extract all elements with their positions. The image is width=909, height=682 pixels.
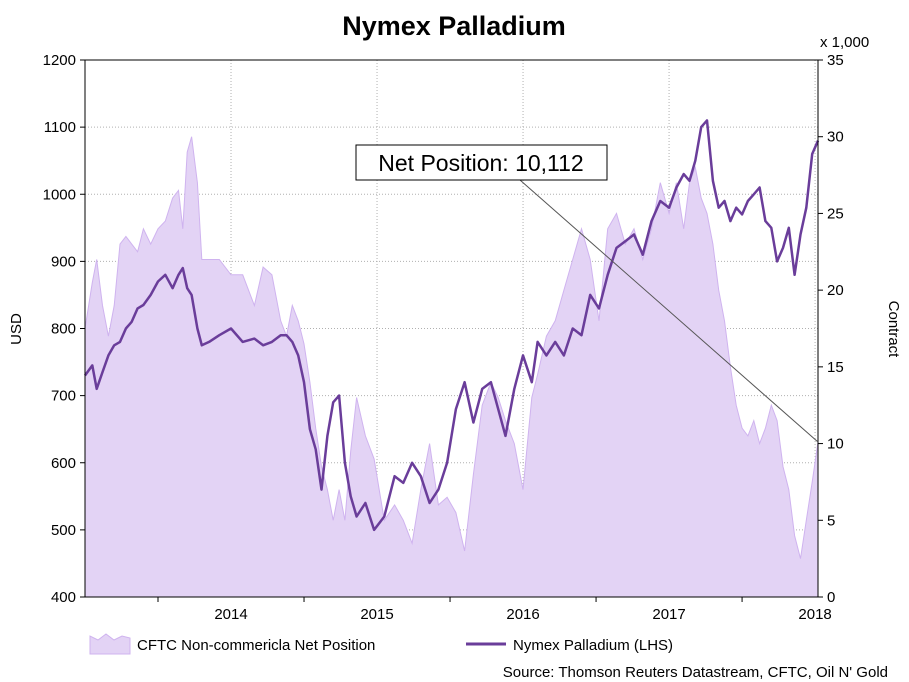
left-tick-label: 900 [51, 253, 76, 270]
right-tick-label: 30 [827, 129, 844, 146]
left-tick-label: 700 [51, 388, 76, 405]
left-tick-label: 1100 [44, 119, 76, 136]
right-tick-label: 15 [827, 359, 844, 376]
x-tick-label: 2017 [652, 606, 685, 623]
right-axis-multiplier: x 1,000 [820, 34, 869, 51]
right-tick-label: 25 [827, 205, 844, 222]
x-tick-label: 2018 [798, 606, 831, 623]
x-tick-label: 2014 [214, 606, 247, 623]
right-axis-label: Contract [885, 301, 902, 359]
left-tick-label: 800 [51, 321, 76, 338]
legend-label-palladium: Nymex Palladium (LHS) [513, 637, 673, 654]
left-tick-label: 500 [51, 522, 76, 539]
right-tick-label: 35 [827, 52, 844, 69]
right-tick-label: 5 [827, 512, 835, 529]
palladium-price-line [83, 119, 820, 532]
x-axis-ticks: 2014 2015 2016 2017 2018 [157, 597, 832, 623]
annotation-text: Net Position: 10,112 [378, 150, 583, 176]
right-tick-label: 10 [827, 436, 844, 453]
x-tick-label: 2015 [360, 606, 393, 623]
left-tick-label: 400 [51, 589, 76, 606]
legend-label-net-position: CFTC Non-commericla Net Position [137, 637, 375, 654]
net-position-area [84, 136, 819, 598]
left-axis-label: USD [8, 313, 25, 345]
right-axis-ticks: 0 5 10 15 20 25 30 35 [818, 52, 844, 606]
left-tick-label: 1200 [43, 52, 76, 69]
left-tick-label: 600 [51, 455, 76, 472]
x-tick-label: 2016 [506, 606, 539, 623]
source-note: Source: Thomson Reuters Datastream, CFTC… [503, 664, 888, 681]
annotation-box [355, 144, 608, 181]
left-axis-ticks: 400 500 600 700 800 900 1000 1100 1200 [43, 52, 85, 606]
right-tick-label: 20 [827, 282, 844, 299]
chart-title: Nymex Palladium [342, 11, 566, 41]
annotation-leader-line [519, 179, 819, 443]
legend: CFTC Non-commericla Net Position Nymex P… [89, 633, 673, 655]
legend-swatch-net-position [89, 633, 131, 655]
right-tick-label: 0 [827, 589, 835, 606]
left-tick-label: 1000 [43, 186, 76, 203]
